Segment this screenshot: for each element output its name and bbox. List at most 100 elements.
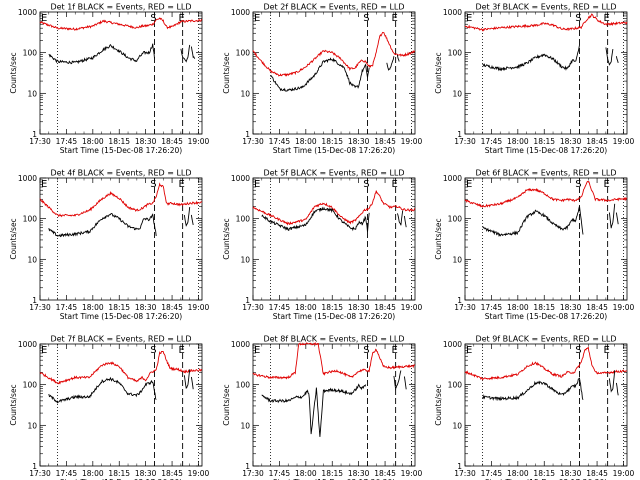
x-tick-label: 17:45 <box>56 303 78 312</box>
events-fragment-line <box>608 370 616 393</box>
marker-e-label: E <box>41 179 47 190</box>
events-series-line <box>48 43 155 65</box>
x-tick-label: 17:45 <box>269 137 291 146</box>
x-tick-label: 18:30 <box>560 303 582 312</box>
x-axis-label: Start Time (15-Dec-08 17:26:20) <box>60 146 182 155</box>
y-tick-label: 1 <box>457 462 462 471</box>
plot-frame <box>39 11 203 135</box>
events-fragment-line <box>615 56 619 64</box>
events-fragment-line <box>190 376 194 390</box>
y-tick-label: 100 <box>23 215 38 224</box>
x-tick-label: 18:45 <box>586 137 608 146</box>
y-axis-label: Counts/sec <box>222 218 231 259</box>
marker-s-label: S <box>363 13 369 24</box>
panel-title: Det 3f BLACK = Events, RED = LLD <box>475 3 616 12</box>
lld-series-line <box>252 342 416 380</box>
x-tick-label: 19:00 <box>401 303 423 312</box>
x-tick-label: 18:15 <box>533 469 555 478</box>
panel-title: Det 5f BLACK = Events, RED = LLD <box>263 169 404 178</box>
marker-e-label: E <box>178 179 184 190</box>
panel-4: Det 4f BLACK = Events, RED = LLD 1 10 100 10… <box>9 169 210 322</box>
events-series-line <box>48 213 157 238</box>
plot-frame <box>252 177 416 301</box>
events-series-line <box>48 376 157 404</box>
x-tick-label: 18:00 <box>507 303 529 312</box>
x-tick-label: 18:30 <box>135 137 157 146</box>
x-tick-label: 18:30 <box>135 303 157 312</box>
x-tick-label: 18:45 <box>586 469 608 478</box>
x-tick-label: 19:00 <box>188 303 210 312</box>
y-tick-label: 10 <box>452 421 462 430</box>
lld-series-line <box>464 180 628 208</box>
x-axis-label: Start Time (15-Dec-08 17:26:20) <box>60 312 182 321</box>
x-tick-label: 18:30 <box>560 469 582 478</box>
y-tick-label: 1 <box>457 296 462 305</box>
x-tick-label: 18:15 <box>108 303 130 312</box>
y-tick-label: 10 <box>27 255 37 264</box>
events-series-line <box>261 383 367 437</box>
events-fragment-line <box>403 215 407 228</box>
x-tick-label: 18:45 <box>586 303 608 312</box>
panel-5: Det 5f BLACK = Events, RED = LLD 1 10 100 10… <box>222 169 423 322</box>
x-tick-label: 18:30 <box>135 469 157 478</box>
x-tick-label: 18:15 <box>108 469 130 478</box>
x-tick-label: 17:45 <box>269 303 291 312</box>
y-tick-label: 1 <box>32 296 37 305</box>
y-axis-label: Counts/sec <box>9 384 18 425</box>
y-tick-label: 10 <box>452 89 462 98</box>
marker-e-label: E <box>178 13 184 24</box>
y-tick-label: 100 <box>448 49 463 58</box>
marker-s-label: S <box>363 345 369 356</box>
x-tick-label: 18:30 <box>348 303 370 312</box>
marker-e-label: E <box>254 179 260 190</box>
marker-e-label: E <box>466 179 472 190</box>
y-tick-label: 10 <box>27 89 37 98</box>
x-axis-label: Start Time (15-Dec-08 17:26:20) <box>485 478 607 480</box>
x-tick-label: 18:00 <box>82 469 104 478</box>
y-axis-label: Counts/sec <box>9 52 18 93</box>
x-tick-label: 18:00 <box>82 303 104 312</box>
marker-e-label: E <box>254 13 260 24</box>
x-tick-label: 18:30 <box>348 469 370 478</box>
events-fragment-line <box>190 46 196 59</box>
x-tick-label: 18:00 <box>295 137 317 146</box>
y-axis-label: Counts/sec <box>222 384 231 425</box>
events-series-line <box>261 206 370 233</box>
panel-title: Det 9f BLACK = Events, RED = LLD <box>475 335 616 344</box>
x-tick-label: 19:00 <box>401 137 423 146</box>
events-fragment-line <box>396 54 400 62</box>
x-tick-label: 19:00 <box>188 137 210 146</box>
plot-frame <box>39 343 203 467</box>
panel-title: Det 7f BLACK = Events, RED = LLD <box>50 335 191 344</box>
x-tick-label: 17:45 <box>481 303 503 312</box>
x-tick-label: 19:00 <box>613 303 635 312</box>
x-tick-label: 18:45 <box>374 469 396 478</box>
x-tick-label: 18:00 <box>82 137 104 146</box>
x-tick-label: 17:45 <box>56 469 78 478</box>
x-tick-label: 19:00 <box>613 137 635 146</box>
y-tick-label: 1000 <box>443 8 462 17</box>
events-series-line <box>482 377 584 402</box>
events-series-line <box>270 57 370 92</box>
y-tick-label: 100 <box>23 49 38 58</box>
plot-frame <box>464 343 628 467</box>
panel-title: Det 2f BLACK = Events, RED = LLD <box>263 3 404 12</box>
x-tick-label: 17:30 <box>242 469 264 478</box>
plot-frame <box>252 343 416 467</box>
x-tick-label: 18:00 <box>507 469 529 478</box>
x-tick-label: 18:45 <box>374 303 396 312</box>
lld-series-line <box>39 182 203 218</box>
marker-e-label: E <box>466 13 472 24</box>
y-tick-label: 100 <box>448 381 463 390</box>
x-tick-label: 17:30 <box>242 137 264 146</box>
x-tick-label: 18:00 <box>507 137 529 146</box>
x-tick-label: 18:45 <box>161 303 183 312</box>
y-tick-label: 10 <box>240 89 250 98</box>
x-tick-label: 19:00 <box>188 469 210 478</box>
x-tick-label: 18:00 <box>295 469 317 478</box>
marker-e-label: E <box>391 345 397 356</box>
x-tick-label: 17:30 <box>242 303 264 312</box>
lld-series-line <box>252 190 416 226</box>
x-tick-label: 18:15 <box>533 303 555 312</box>
